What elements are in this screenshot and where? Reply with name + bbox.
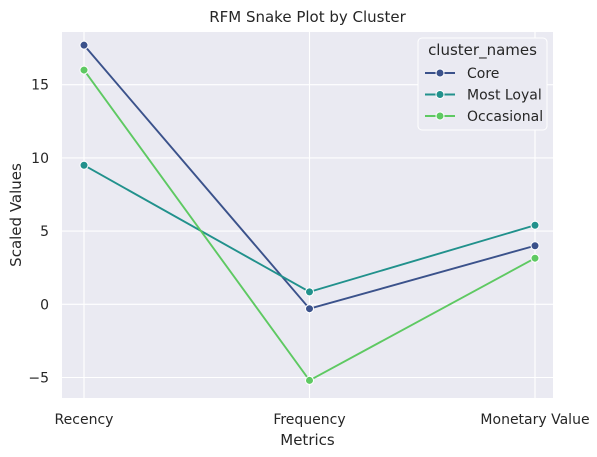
x-tick-labels: Recency Frequency Monetary Value [55,412,590,428]
y-tick-label: 10 [31,151,49,167]
data-point [305,287,314,297]
legend-swatch-marker [435,90,445,99]
data-point [79,65,89,75]
data-point [79,160,89,170]
data-point [305,304,314,314]
x-tick-label: Monetary Value [480,412,589,428]
y-tick-label: 0 [40,297,49,313]
data-point [79,40,89,50]
y-tick-label: 15 [31,78,49,94]
x-tick-label: Frequency [273,412,345,428]
data-point [530,241,540,251]
legend-entry-label: Most Loyal [467,88,542,104]
legend-title: cluster_names [428,41,537,60]
legend-entry-label: Core [467,66,499,82]
legend-swatch-marker [435,111,445,121]
data-point [530,253,540,263]
x-axis-title: Metrics [280,431,335,449]
y-tick-label: −5 [28,371,49,387]
legend-box [417,37,548,131]
legend-swatch-marker [435,68,445,78]
y-tick-labels: −5 0 5 10 15 [28,78,49,387]
series-lines [79,40,540,385]
legend-entry-label: Occasional [467,109,543,125]
x-tick-label: Recency [55,412,114,428]
data-point [530,220,540,230]
legend: cluster_names Core Most Loyal Occasional [417,37,548,131]
y-axis-title: Scaled Values [7,163,25,267]
data-point [305,375,314,385]
chart-title: RFM Snake Plot by Cluster [209,8,406,26]
y-tick-label: 5 [40,224,49,240]
